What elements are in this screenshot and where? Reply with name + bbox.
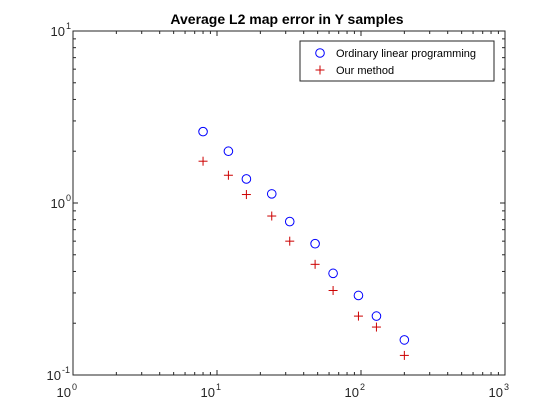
plot-area (73, 31, 505, 375)
legend-label: Our method (336, 65, 394, 77)
our-method-point (267, 211, 277, 221)
lp-point (399, 335, 410, 345)
data-marks (198, 126, 410, 360)
our-method-point (310, 259, 320, 269)
axis-tick-labels: 10 0 10 1 10 2 10 310 -110 010 1 (47, 21, 509, 400)
chart-title: Average L2 map error in Y samples (170, 11, 403, 27)
lp-point (198, 126, 208, 137)
lp-point (284, 216, 295, 227)
plot-frame (72, 30, 506, 376)
legend-label: Ordinary linear programming (336, 48, 476, 60)
legend-box (299, 40, 495, 82)
y-tick-exponent: -1 (62, 365, 70, 375)
lp-point (266, 189, 277, 199)
y-tick-exponent: 1 (66, 21, 71, 31)
x-tick-label: 10 (201, 385, 215, 400)
x-tick-exponent: 3 (504, 382, 509, 392)
our-method-point (399, 350, 409, 360)
lp-point (241, 174, 252, 184)
lp-point (328, 268, 338, 279)
lp-point (371, 311, 382, 321)
y-tick-label: 10 (47, 368, 61, 383)
our-method-point (353, 311, 363, 321)
our-method-point (241, 190, 251, 200)
x-tick-label: 10 (345, 385, 359, 400)
legend-marker (315, 48, 325, 58)
our-method-point (371, 322, 381, 332)
x-tick-exponent: 2 (360, 382, 365, 392)
x-tick-label: 10 (57, 385, 71, 400)
our-method-point (223, 170, 233, 180)
x-tick-exponent: 1 (216, 382, 221, 392)
lp-point (310, 238, 320, 249)
y-tick-label: 10 (51, 24, 65, 39)
y-tick-label: 10 (51, 196, 65, 211)
our-method-point (285, 236, 295, 246)
y-tick-exponent: 0 (66, 193, 71, 203)
our-method-point (328, 285, 338, 295)
our-method-point (198, 156, 208, 166)
legend-marker (315, 65, 325, 75)
x-tick-exponent: 0 (72, 382, 77, 392)
lp-point (353, 290, 364, 301)
legend: Ordinary linear programming Our method (299, 40, 495, 82)
x-tick-label: 10 (489, 385, 503, 400)
lp-point (223, 146, 234, 157)
